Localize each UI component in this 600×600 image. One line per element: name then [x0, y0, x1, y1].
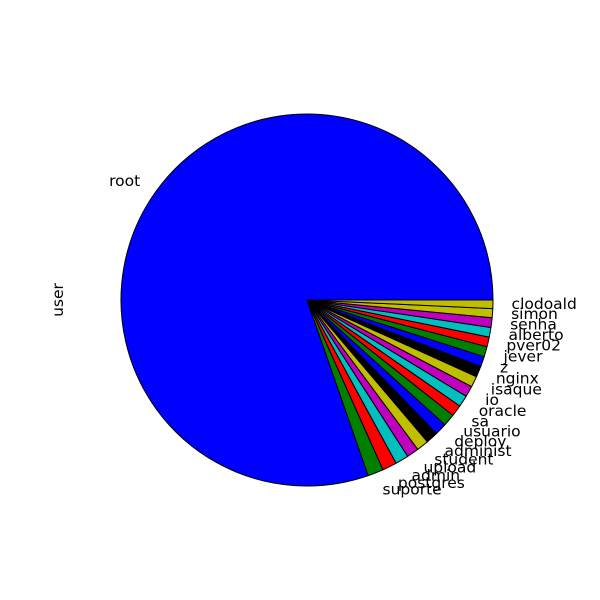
pie-label-administ: administ — [445, 442, 512, 460]
pie-label-deploy: deploy — [454, 433, 506, 451]
pie-label-clodoald: clodoald — [512, 295, 577, 313]
pie-label-oracle: oracle — [479, 402, 527, 420]
pie-label-suporte: suporte — [383, 481, 442, 499]
pie-label-pver02: pver02 — [506, 337, 561, 355]
pie-label-nginx: nginx — [496, 369, 539, 387]
pie-label-postgres: postgres — [398, 474, 465, 492]
pie-label-jever: jever — [503, 347, 544, 365]
pie-label-root: root — [109, 172, 140, 190]
pie-label-simon: simon — [511, 305, 558, 323]
pie-slice-clodoald — [306, 299, 494, 310]
pie-label-sa: sa — [471, 412, 489, 430]
pie-label-student: student — [434, 451, 493, 469]
pie-slices — [120, 113, 494, 487]
y-axis-label: user — [49, 282, 67, 316]
pie-label-isaque: isaque — [491, 380, 542, 398]
pie-label-alberto: alberto — [508, 326, 563, 344]
pie-label-usuario: usuario — [463, 423, 520, 441]
pie-label-z: z — [500, 358, 508, 376]
pie-label-io: io — [485, 391, 499, 409]
pie-label-admin: admin — [412, 466, 461, 484]
pie-label-senha: senha — [510, 315, 557, 333]
pie-label-upload: upload — [423, 459, 476, 477]
pie-labels: root suportepostgresadminuploadstudentadm… — [109, 172, 577, 499]
